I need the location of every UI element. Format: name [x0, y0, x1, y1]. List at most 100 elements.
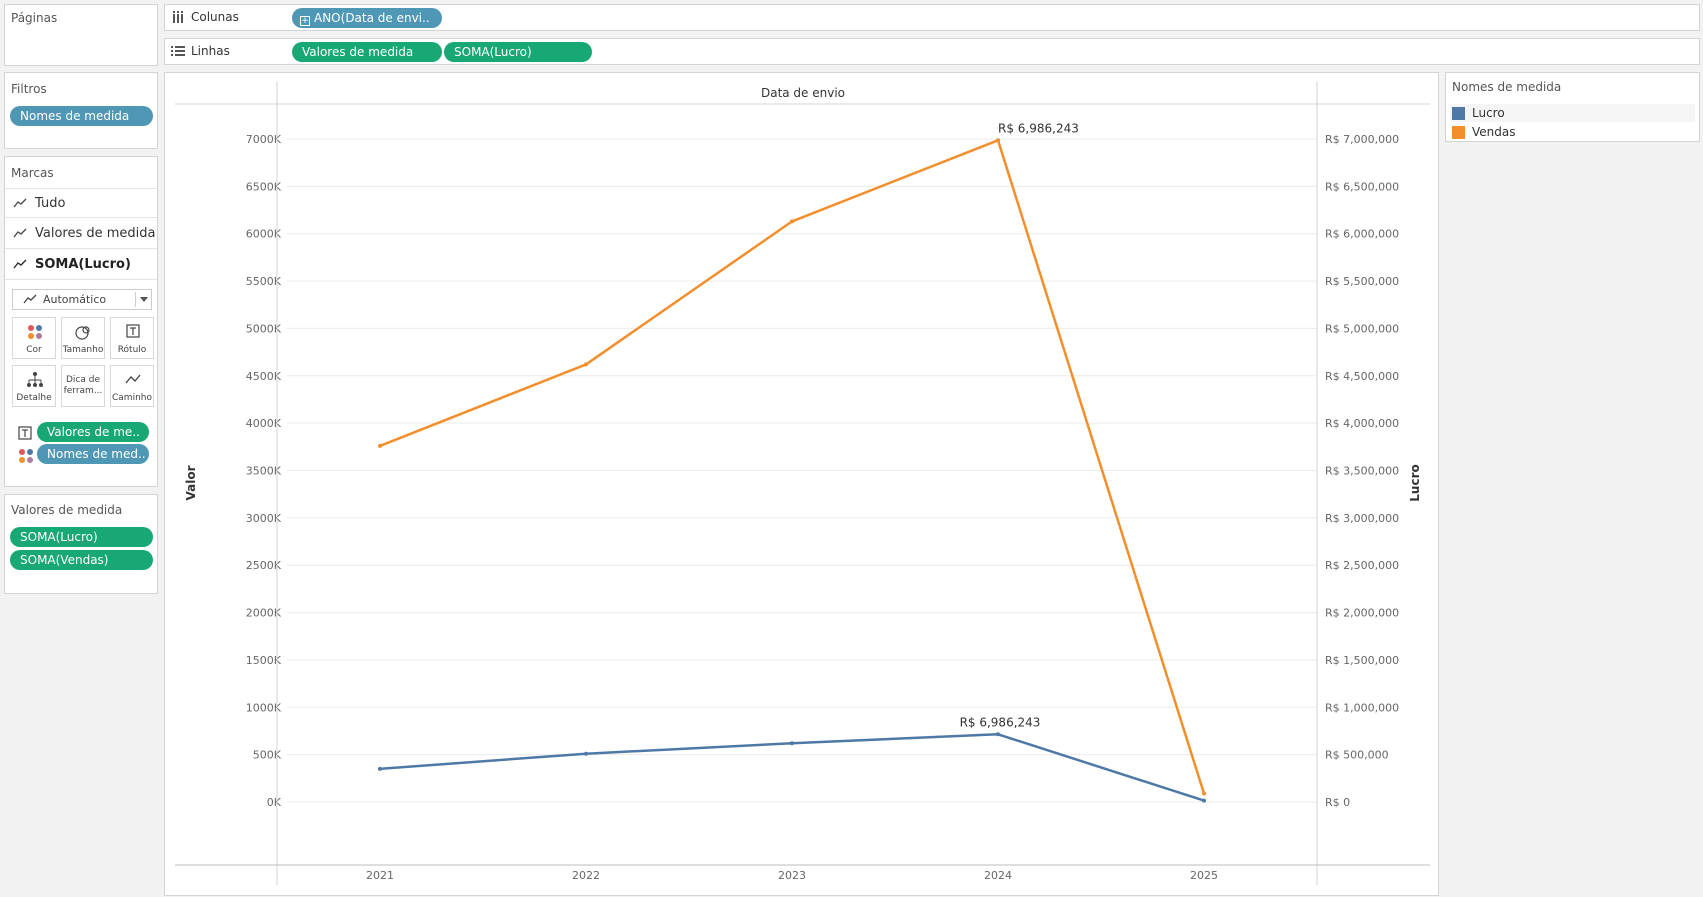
marks-title: Marcas — [11, 166, 54, 180]
dropdown-divider — [135, 292, 136, 307]
series-line-vendas[interactable] — [379, 139, 1206, 794]
marks-card-label: SOMA(Lucro) — [35, 257, 131, 272]
data-point-lucro[interactable] — [790, 741, 794, 746]
marks-field-measure-values[interactable]: Valores de me.. — [37, 422, 149, 442]
tooltip-button[interactable]: Dica de ferram... — [61, 365, 105, 407]
columns-icon — [172, 10, 184, 24]
rows-shelf[interactable]: Linhas Valores de medida SOMA(Lucro) — [164, 38, 1700, 65]
line-chart: Data de envio Valor Lucro 0K R$ 0 500K R$ 5… — [175, 81, 1430, 885]
expand-icon[interactable]: + — [300, 16, 310, 26]
chart-title: Data de envio — [761, 86, 845, 100]
x-tick-label: 2021 — [366, 869, 394, 882]
y-right-tick-label: R$ 2,000,000 — [1325, 607, 1399, 620]
path-line-icon — [111, 371, 153, 389]
legend-swatch-lucro — [1452, 107, 1465, 120]
y-left-tick-label: 1000K — [246, 701, 282, 714]
data-label-lucro: R$ 6,986,243 — [960, 715, 1041, 729]
legend-item-lucro[interactable]: Lucro — [1450, 104, 1695, 122]
text-label-icon — [111, 323, 153, 341]
tooltip-button-label: Dica de ferram... — [63, 375, 103, 396]
legend-label-vendas: Vendas — [1472, 125, 1516, 139]
y-right-tick-label: R$ 5,000,000 — [1325, 322, 1399, 335]
y-right-tick-label: R$ 6,000,000 — [1325, 228, 1399, 241]
data-point-lucro[interactable] — [584, 751, 588, 756]
pages-title: Páginas — [11, 11, 58, 25]
y-right-tick-label: R$ 3,000,000 — [1325, 512, 1399, 525]
measure-pill-soma-vendas[interactable]: SOMA(Vendas) — [10, 550, 153, 570]
y-left-tick-label: 500K — [253, 749, 282, 762]
y-right-tick-label: R$ 5,500,000 — [1325, 275, 1399, 288]
filters-panel: Filtros Nomes de medida — [4, 72, 158, 149]
x-tick-label: 2022 — [572, 869, 600, 882]
marks-card-soma-lucro[interactable]: SOMA(Lucro) — [5, 250, 157, 280]
marks-card-measure-values[interactable]: Valores de medida — [5, 219, 157, 249]
line-mark-icon — [23, 293, 37, 308]
measure-values-title: Valores de medida — [11, 503, 123, 517]
detail-hierarchy-icon — [13, 371, 55, 389]
text-field-icon — [18, 426, 32, 443]
y-left-tick-label: 3500K — [246, 465, 282, 478]
x-tick-label: 2024 — [984, 869, 1012, 882]
x-tick-label: 2023 — [778, 869, 806, 882]
y-left-tick-label: 7000K — [246, 133, 282, 146]
chevron-down-icon[interactable] — [140, 297, 148, 302]
rows-label: Linhas — [191, 44, 230, 58]
y-right-tick-label: R$ 7,000,000 — [1325, 133, 1399, 146]
legend-item-vendas[interactable]: Vendas — [1450, 123, 1695, 141]
rows-pill-measure-values[interactable]: Valores de medida — [292, 42, 442, 62]
columns-shelf[interactable]: Colunas + ANO(Data de envi.. — [164, 4, 1700, 31]
y-right-tick-label: R$ 4,000,000 — [1325, 417, 1399, 430]
color-dots-icon — [13, 323, 55, 341]
data-point-vendas[interactable] — [378, 443, 382, 448]
marks-field-measure-names[interactable]: Nomes de med.. — [37, 444, 149, 464]
filters-title: Filtros — [11, 82, 47, 96]
chart-panel: Data de envio Valor Lucro 0K R$ 0 500K R$ 5… — [164, 72, 1439, 896]
columns-label: Colunas — [191, 10, 239, 24]
path-button-label: Caminho — [112, 393, 152, 403]
data-label-vendas: R$ 6,986,243 — [998, 121, 1079, 135]
color-field-icon — [18, 448, 34, 467]
y-left-tick-label: 4000K — [246, 417, 282, 430]
data-point-vendas[interactable] — [584, 362, 588, 367]
line-mark-icon — [13, 227, 27, 239]
legend-title: Nomes de medida — [1452, 80, 1562, 94]
y-left-tick-label: 1500K — [246, 654, 282, 667]
y-left-tick-label: 2000K — [246, 607, 282, 620]
y-left-tick-label: 6500K — [246, 180, 282, 193]
marks-panel: Marcas Tudo Valores de medida SOMA(Lucro… — [4, 156, 158, 487]
detail-button[interactable]: Detalhe — [12, 365, 56, 407]
y-axis-right-title: Lucro — [1408, 464, 1422, 501]
legend-panel: Nomes de medida Lucro Vendas — [1445, 72, 1700, 142]
data-point-lucro[interactable] — [996, 732, 1000, 737]
y-left-tick-label: 3000K — [246, 512, 282, 525]
data-point-vendas[interactable] — [1202, 791, 1206, 796]
y-left-tick-label: 0K — [267, 796, 282, 809]
label-button[interactable]: Rótulo — [110, 317, 154, 359]
path-button[interactable]: Caminho — [110, 365, 154, 407]
mark-type-label: Automático — [43, 293, 107, 306]
y-right-tick-label: R$ 500,000 — [1325, 749, 1389, 762]
measure-pill-soma-lucro[interactable]: SOMA(Lucro) — [10, 527, 153, 547]
rows-pill-soma-lucro[interactable]: SOMA(Lucro) — [444, 42, 592, 62]
legend-label-lucro: Lucro — [1472, 106, 1505, 120]
y-right-tick-label: R$ 3,500,000 — [1325, 465, 1399, 478]
mark-type-dropdown[interactable]: Automático — [12, 289, 152, 310]
filter-pill-measure-names[interactable]: Nomes de medida — [10, 106, 153, 126]
data-point-lucro[interactable] — [378, 766, 382, 771]
size-icon — [62, 323, 104, 341]
y-left-tick-label: 5000K — [246, 322, 282, 335]
color-button[interactable]: Cor — [12, 317, 56, 359]
data-point-lucro[interactable] — [1202, 798, 1206, 803]
marks-card-all[interactable]: Tudo — [5, 188, 157, 218]
y-left-tick-label: 2500K — [246, 559, 282, 572]
y-left-tick-label: 6000K — [246, 228, 282, 241]
line-mark-icon — [13, 197, 27, 209]
data-point-vendas[interactable] — [996, 138, 1000, 143]
y-left-tick-label: 4500K — [246, 370, 282, 383]
size-button-label: Tamanho — [62, 345, 104, 355]
columns-pill-year[interactable]: + ANO(Data de envi.. — [292, 8, 442, 28]
y-right-tick-label: R$ 1,000,000 — [1325, 701, 1399, 714]
size-button[interactable]: Tamanho — [61, 317, 105, 359]
data-point-vendas[interactable] — [790, 219, 794, 224]
y-right-tick-label: R$ 1,500,000 — [1325, 654, 1399, 667]
